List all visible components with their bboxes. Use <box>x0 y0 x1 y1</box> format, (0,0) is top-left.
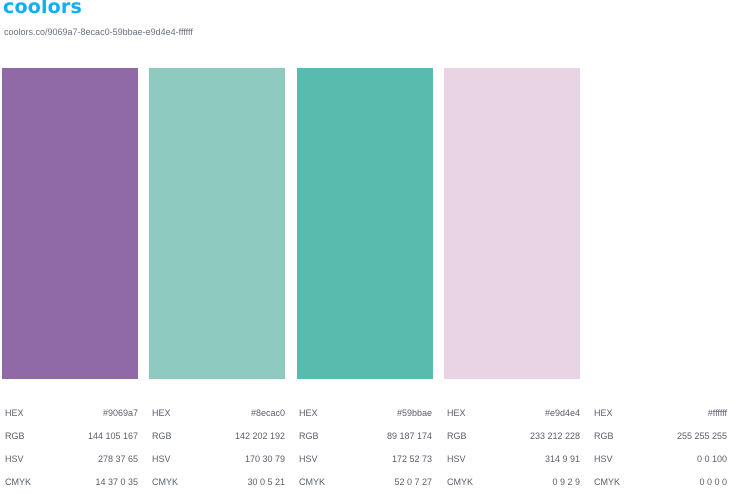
hex-value[interactable]: #ffffff <box>707 408 727 418</box>
cmyk-value[interactable]: 52 0 7 27 <box>394 477 432 487</box>
hsv-label: HSV <box>447 454 466 464</box>
hex-row: HEX #e9d4e4 <box>447 402 580 425</box>
hex-label: HEX <box>152 408 171 418</box>
rgb-row: RGB 89 187 174 <box>299 425 432 448</box>
rgb-value[interactable]: 233 212 228 <box>529 431 580 441</box>
hsv-label: HSV <box>594 454 613 464</box>
rgb-label: RGB <box>447 431 467 441</box>
cmyk-label: CMYK <box>5 477 32 487</box>
cmyk-label: CMYK <box>152 477 179 487</box>
color-info-1: HEX #9069a7 RGB 144 105 167 HSV 278 37 6… <box>5 402 138 494</box>
cmyk-value[interactable]: 30 0 5 21 <box>247 477 285 487</box>
rgb-label: RGB <box>5 431 25 441</box>
rgb-row: RGB 142 202 192 <box>152 425 285 448</box>
cmyk-label: CMYK <box>299 477 326 487</box>
hsv-value[interactable]: 0 0 100 <box>696 454 727 464</box>
hex-value[interactable]: #e9d4e4 <box>544 408 580 418</box>
rgb-value[interactable]: 89 187 174 <box>386 431 432 441</box>
hex-label: HEX <box>299 408 318 418</box>
hsv-label: HSV <box>5 454 24 464</box>
rgb-row: RGB 233 212 228 <box>447 425 580 448</box>
cmyk-row: CMYK 14 37 0 35 <box>5 471 138 494</box>
cmyk-value[interactable]: 0 9 2 9 <box>552 477 580 487</box>
hsv-row: HSV 0 0 100 <box>594 448 727 471</box>
color-info-5: HEX #ffffff RGB 255 255 255 HSV 0 0 100 … <box>594 402 727 494</box>
hex-label: HEX <box>5 408 24 418</box>
rgb-label: RGB <box>299 431 319 441</box>
coolors-logo[interactable]: coolors <box>3 0 83 18</box>
hsv-value[interactable]: 314 9 91 <box>544 454 580 464</box>
hsv-row: HSV 170 30 79 <box>152 448 285 471</box>
color-info-4: HEX #e9d4e4 RGB 233 212 228 HSV 314 9 91… <box>447 402 580 494</box>
hsv-value[interactable]: 172 52 73 <box>391 454 432 464</box>
cmyk-label: CMYK <box>594 477 621 487</box>
cmyk-value[interactable]: 14 37 0 35 <box>95 477 138 487</box>
hex-label: HEX <box>447 408 466 418</box>
cmyk-row: CMYK 0 0 0 0 <box>594 471 727 494</box>
hsv-label: HSV <box>299 454 318 464</box>
color-swatch-4[interactable] <box>444 68 580 379</box>
hex-value[interactable]: #8ecac0 <box>250 408 285 418</box>
rgb-value[interactable]: 255 255 255 <box>676 431 727 441</box>
color-info-2: HEX #8ecac0 RGB 142 202 192 HSV 170 30 7… <box>152 402 285 494</box>
rgb-value[interactable]: 142 202 192 <box>234 431 285 441</box>
cmyk-label: CMYK <box>447 477 474 487</box>
cmyk-row: CMYK 0 9 2 9 <box>447 471 580 494</box>
color-swatch-2[interactable] <box>149 68 285 379</box>
color-swatch-5[interactable] <box>591 68 727 379</box>
cmyk-row: CMYK 52 0 7 27 <box>299 471 432 494</box>
rgb-row: RGB 255 255 255 <box>594 425 727 448</box>
hsv-row: HSV 314 9 91 <box>447 448 580 471</box>
rgb-row: RGB 144 105 167 <box>5 425 138 448</box>
hex-row: HEX #9069a7 <box>5 402 138 425</box>
rgb-label: RGB <box>594 431 614 441</box>
hsv-row: HSV 278 37 65 <box>5 448 138 471</box>
cmyk-row: CMYK 30 0 5 21 <box>152 471 285 494</box>
color-info-3: HEX #59bbae RGB 89 187 174 HSV 172 52 73… <box>299 402 432 494</box>
hex-label: HEX <box>594 408 613 418</box>
cmyk-value[interactable]: 0 0 0 0 <box>699 477 727 487</box>
hex-value[interactable]: #59bbae <box>396 408 432 418</box>
hsv-label: HSV <box>152 454 171 464</box>
rgb-label: RGB <box>152 431 172 441</box>
hsv-value[interactable]: 278 37 65 <box>97 454 138 464</box>
hex-row: HEX #59bbae <box>299 402 432 425</box>
color-swatch-3[interactable] <box>297 68 433 379</box>
color-swatch-1[interactable] <box>2 68 138 379</box>
hsv-row: HSV 172 52 73 <box>299 448 432 471</box>
hex-value[interactable]: #9069a7 <box>102 408 138 418</box>
hsv-value[interactable]: 170 30 79 <box>244 454 285 464</box>
palette-url[interactable]: coolors.co/9069a7-8ecac0-59bbae-e9d4e4-f… <box>4 27 193 37</box>
hex-row: HEX #ffffff <box>594 402 727 425</box>
hex-row: HEX #8ecac0 <box>152 402 285 425</box>
rgb-value[interactable]: 144 105 167 <box>87 431 138 441</box>
